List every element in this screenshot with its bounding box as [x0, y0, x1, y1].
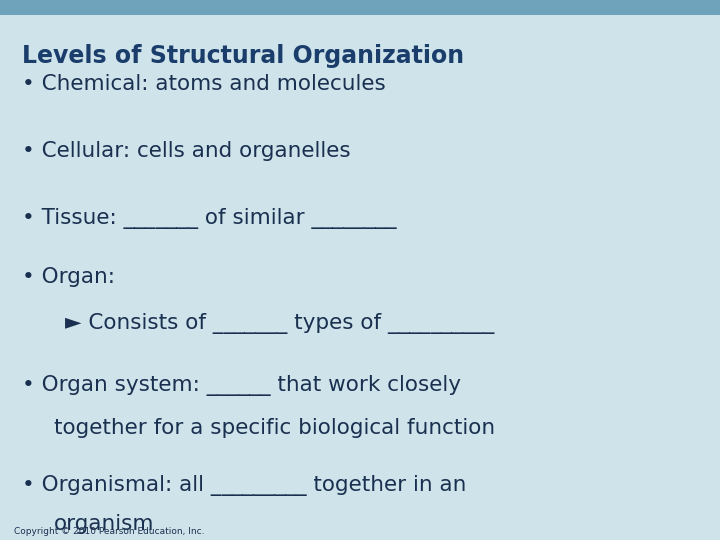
Text: • Chemical: atoms and molecules: • Chemical: atoms and molecules	[22, 73, 385, 94]
Text: organism: organism	[54, 514, 155, 534]
Text: • Cellular: cells and organelles: • Cellular: cells and organelles	[22, 141, 350, 161]
Bar	[0, 0, 720, 15]
Text: Copyright © 2010 Pearson Education, Inc.: Copyright © 2010 Pearson Education, Inc.	[14, 526, 205, 536]
Text: ► Consists of _______ types of __________: ► Consists of _______ types of _________…	[65, 314, 494, 334]
Text: • Organ:: • Organ:	[22, 267, 114, 287]
Text: Levels of Structural Organization: Levels of Structural Organization	[22, 44, 464, 68]
Text: • Organ system: ______ that work closely: • Organ system: ______ that work closely	[22, 375, 461, 395]
Text: • Tissue: _______ of similar ________: • Tissue: _______ of similar ________	[22, 208, 396, 229]
Text: together for a specific biological function: together for a specific biological funct…	[54, 418, 495, 438]
Text: • Organismal: all _________ together in an: • Organismal: all _________ together in …	[22, 476, 466, 496]
